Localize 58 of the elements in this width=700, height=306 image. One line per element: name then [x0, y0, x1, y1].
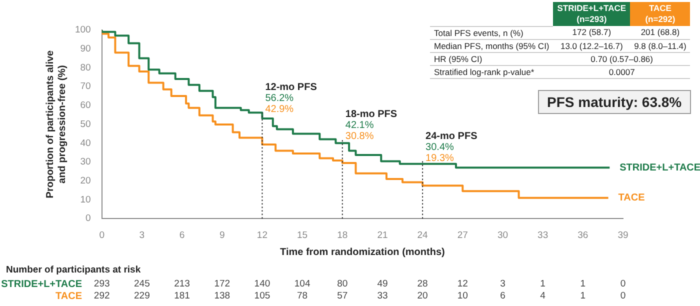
annotation: 172 (58.7) [553, 26, 630, 39]
x-tick-label: 6 [179, 230, 185, 241]
annotation: 0.70 (0.57–0.86) [553, 52, 690, 65]
y-tick-label: 30 [80, 156, 91, 168]
text: TACE [648, 3, 672, 13]
y-axis-title: Proportion of participants alive and progression-free (%) [44, 50, 68, 198]
y-tick-label: 80 [80, 62, 91, 74]
annotation: 56.2% [265, 93, 294, 104]
annotation: Stratified log-rank p-value* [430, 65, 554, 78]
x-tick-label: 0 [99, 230, 104, 241]
x-axis-title: Time from randomization (months) [280, 246, 445, 258]
x-tick-label: 39 [618, 230, 628, 241]
x-tick-label: 36 [578, 230, 588, 241]
x-tick-label: 15 [297, 230, 308, 241]
y-tick-label: 10 [80, 194, 91, 206]
x-tick-label: 30 [497, 230, 508, 241]
text: STRIDE+L+TACE [557, 3, 626, 13]
annotation: 13.0 (12.2–16.7) [553, 39, 630, 52]
text: 9.8 (8.0–11.4) [630, 39, 690, 52]
text: Number of participants at risk [6, 264, 142, 276]
y-tick-label: 0 [86, 213, 91, 224]
series-label: TACE [618, 192, 646, 204]
annotation: PFS maturity: 63.8% [538, 90, 691, 114]
y-tick-label: 60 [80, 100, 91, 112]
x-tick-label: 3 [139, 230, 145, 241]
text: TACE [56, 290, 82, 302]
text: (n=292) [645, 14, 676, 24]
text: STRIDE+L+TACE [1, 278, 82, 290]
x-tick-label: 24 [417, 230, 428, 241]
annotation: 12-mo PFS [265, 82, 318, 94]
y-tick-label: 40 [80, 138, 91, 149]
annotation: 30.8% [345, 130, 374, 142]
y-tick-label: 20 [80, 176, 91, 187]
annotation: 0.0007 [553, 65, 690, 78]
annotation: 30.4% [426, 142, 454, 153]
y-tick-label: 50 [80, 118, 91, 130]
x-tick-label: 12 [256, 230, 268, 241]
y-tick-label: 90 [80, 43, 91, 54]
annotation: Total PFS events, n (%) [430, 26, 554, 39]
x-tick-label: 33 [538, 230, 548, 241]
series-label: STRIDE+L+TACE [620, 162, 700, 174]
y-tick-label: 70 [80, 81, 91, 92]
annotation: HR (95% CI) [430, 52, 554, 65]
text: 201 (68.8) [630, 26, 690, 39]
annotation: 18-mo PFS [345, 108, 398, 120]
x-tick-label: 27 [457, 230, 468, 241]
text: 292 229 181 138 105 78 57 33 20 10 6 4 1 0 [94, 290, 626, 302]
annotation: Median PFS, months (95% CI) [430, 39, 554, 52]
annotation: 19.3% [426, 152, 454, 164]
annotation: 42.1% [345, 120, 374, 131]
text: 293 245 213 172 140 104 80 49 28 12 3 1 1 0 [94, 278, 626, 290]
annotation: 24-mo PFS [426, 130, 478, 142]
y-tick-label: 100 [74, 24, 91, 36]
x-tick-label: 21 [377, 230, 388, 241]
annotation: 42.9% [265, 104, 294, 116]
x-tick-label: 18 [337, 230, 348, 241]
x-tick-label: 9 [219, 230, 225, 241]
text: (n=293) [576, 14, 607, 24]
